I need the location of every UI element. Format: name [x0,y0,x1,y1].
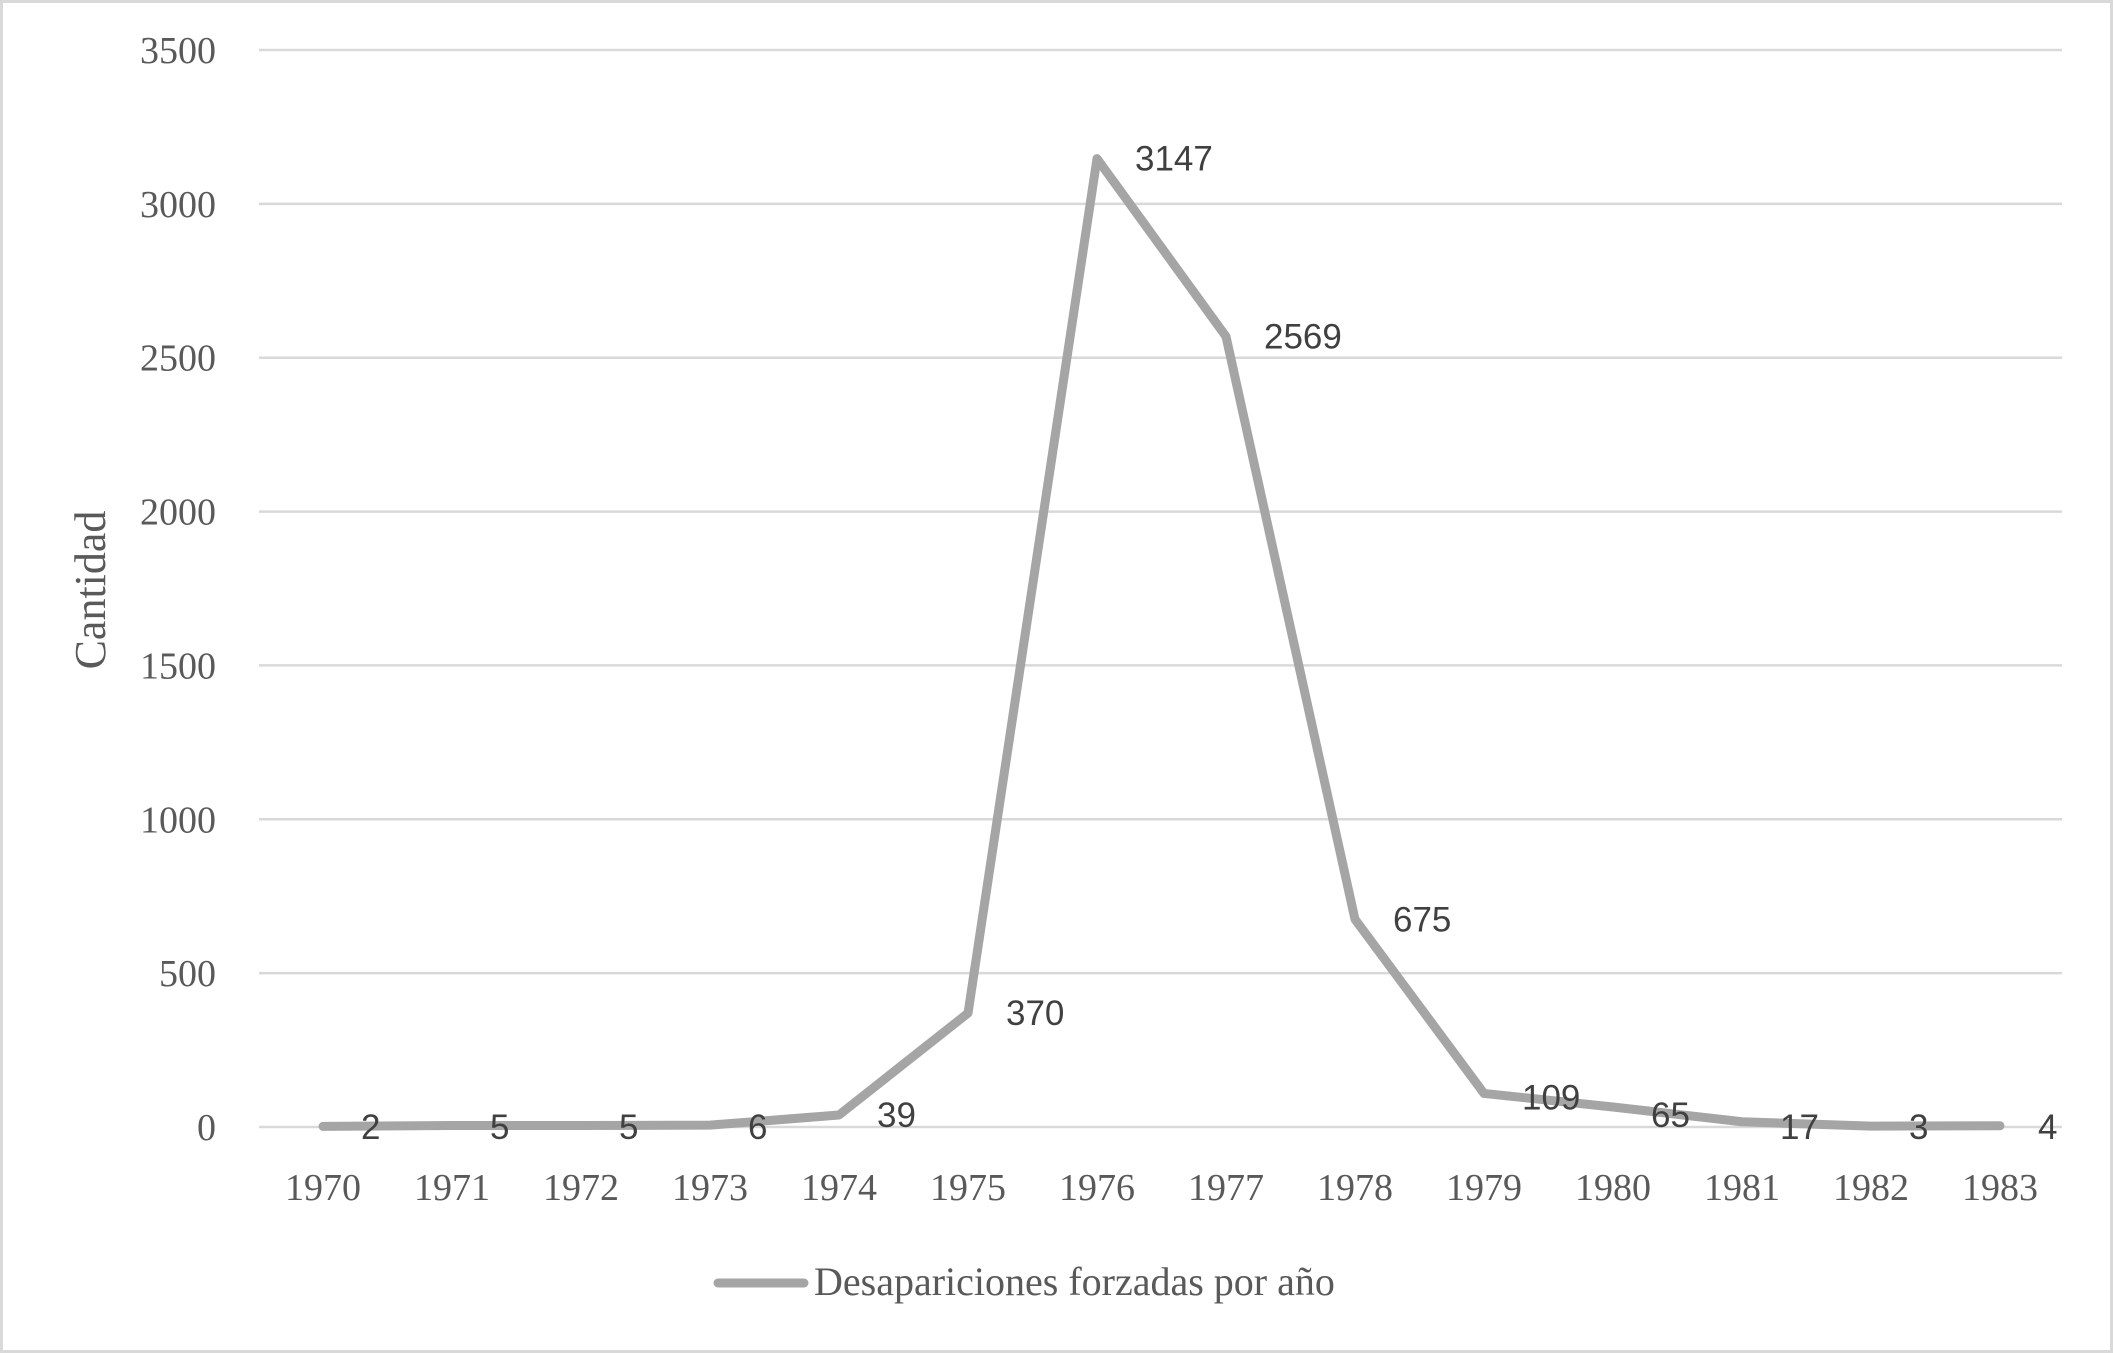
x-tick-label: 1976 [1059,1167,1135,1209]
x-tick-label: 1970 [285,1167,361,1209]
y-tick-label: 2000 [140,492,216,534]
series-line [318,154,2005,1131]
x-tick-label: 1983 [1962,1167,2038,1209]
x-tick-label: 1974 [801,1167,877,1209]
x-tick-label: 1981 [1704,1167,1780,1209]
x-tick-label: 1982 [1833,1167,1909,1209]
data-label: 5 [490,1108,509,1147]
y-tick-label: 2500 [140,338,216,380]
x-tick-label: 1978 [1317,1167,1393,1209]
x-tick-label: 1980 [1575,1167,1651,1209]
data-label: 65 [1651,1096,1690,1135]
x-tick-label: 1979 [1446,1167,1522,1209]
legend: Desapariciones forzadas por año [713,1259,1335,1304]
data-label: 370 [1006,994,1064,1033]
y-tick-label: 1000 [140,799,216,841]
x-tick-label: 1977 [1188,1167,1264,1209]
data-label: 2569 [1264,317,1342,356]
data-label: 109 [1522,1078,1580,1117]
data-label: 6 [748,1108,767,1147]
y-tick-label: 3500 [140,30,216,72]
x-tick-label: 1973 [672,1167,748,1209]
y-tick-label: 3000 [140,184,216,226]
data-label: 675 [1393,900,1451,939]
data-label: 4 [2038,1108,2057,1147]
data-label: 5 [619,1108,638,1147]
y-axis-ticks: 0 500 1000 1500 2000 2500 3000 3500 [140,30,216,1149]
legend-label: Desapariciones forzadas por año [814,1259,1335,1304]
data-label: 17 [1780,1108,1819,1147]
y-tick-label: 0 [197,1107,216,1149]
x-axis-ticks: 1970 1971 1972 1973 1974 1975 1976 1977 1978 1979… [285,1167,2038,1209]
data-label: 39 [877,1096,916,1135]
x-tick-label: 1972 [543,1167,619,1209]
y-tick-label: 500 [159,953,216,995]
x-tick-label: 1971 [414,1167,490,1209]
gridlines [259,48,2062,1129]
data-labels: 2 5 5 6 39 370 3147 2569 675 109 65 17 3 4 [361,140,2057,1147]
y-tick-label: 1500 [140,645,216,687]
y-axis-label: Cantidad [66,511,115,670]
data-label: 3 [1909,1108,1928,1147]
x-tick-label: 1975 [930,1167,1006,1209]
data-label: 2 [361,1108,380,1147]
data-label: 3147 [1135,140,1213,179]
